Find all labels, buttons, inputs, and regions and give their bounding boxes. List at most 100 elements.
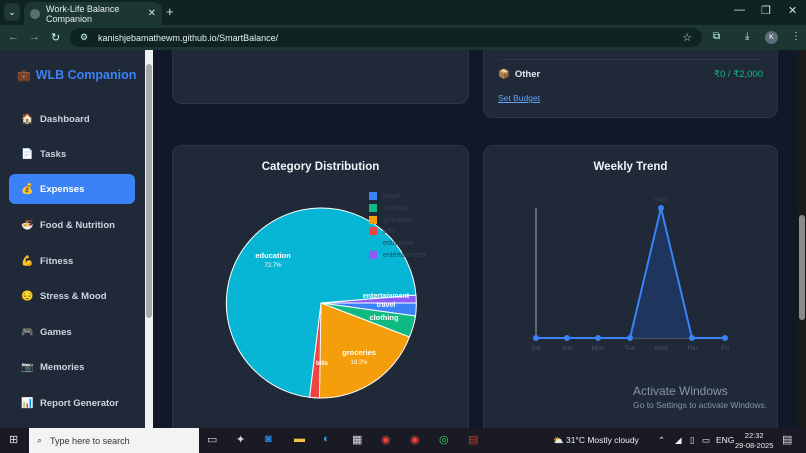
outlook-icon[interactable]: ◙ (265, 433, 272, 445)
pensive-face-icon: 😔 (21, 290, 34, 302)
sidebar-item-report-generator[interactable]: 📊 Report Generator (9, 388, 135, 418)
card-title: Category Distribution (261, 161, 380, 173)
svg-text:18.2%: 18.2% (350, 360, 368, 366)
svg-text:Thu: Thu (686, 345, 698, 352)
tab-list-button[interactable]: ⌄ (4, 3, 20, 21)
winrar-icon[interactable]: ▤ (468, 434, 479, 446)
scrollbar-thumb[interactable] (146, 64, 152, 318)
money-bag-icon: 💰 (21, 183, 34, 195)
profile-avatar[interactable]: K (765, 31, 778, 44)
notifications-icon[interactable]: ▤ (782, 434, 793, 446)
sidebar-item-tasks[interactable]: 📄 Tasks (9, 139, 135, 169)
svg-text:₹400: ₹400 (654, 197, 668, 204)
svg-text:entertainment: entertainment (363, 293, 410, 300)
pie-chart[interactable]: education 72.7% groceries 18.2% clothing… (173, 146, 470, 428)
sidebar-item-label: Memories (40, 361, 85, 373)
sidebar-item-expenses[interactable]: 💰 Expenses (9, 174, 135, 204)
edge-icon[interactable]: ◐ (323, 433, 330, 445)
card-title: Weekly Trend (593, 161, 668, 173)
activate-windows-watermark: Activate Windows Go to Settings to activ… (633, 384, 768, 410)
main-content: 📦 Other ₹0 / ₹2,000 Set Budget Category … (153, 50, 798, 428)
meet-icon[interactable]: ▯ (690, 435, 695, 445)
sidebar-item-label: Fitness (40, 255, 74, 267)
taskbar-search[interactable]: ⌕ Type here to search (29, 428, 199, 453)
language-indicator[interactable]: ENG (716, 435, 735, 445)
legend-travel[interactable]: travel (369, 192, 400, 200)
sidebar-item-label: Games (40, 326, 72, 338)
legend-entertainment[interactable]: entertainment (369, 251, 426, 259)
address-bar[interactable]: ⚙ kanishjebamathewm.github.io/SmartBalan… (70, 28, 702, 47)
scrollbar-thumb[interactable] (799, 215, 805, 320)
sidebar-item-games[interactable]: 🎮 Games (9, 317, 135, 347)
tab-close-icon[interactable]: ✕ (147, 8, 156, 19)
legend-groceries[interactable]: groceries (369, 216, 412, 224)
tray-chevron-icon[interactable]: ⌃ (658, 435, 666, 445)
browser-tab[interactable]: Work-Life Balance Companion ✕ (24, 2, 162, 25)
translate-icon[interactable]: ⧉ (713, 31, 721, 42)
sidebar-item-label: Stress & Mood (40, 290, 107, 302)
store-icon[interactable]: ▦ (352, 434, 363, 446)
sidebar-item-label: Report Generator (40, 397, 119, 409)
summary-card (172, 50, 469, 104)
bar-chart-icon: 📊 (21, 397, 34, 409)
copilot-icon[interactable]: ✦ (236, 434, 246, 446)
svg-text:Wed: Wed (654, 345, 668, 352)
site-info-icon[interactable]: ⚙ (80, 32, 89, 42)
brand: 💼 WLB Companion (17, 68, 136, 82)
weather-widget[interactable]: ⛅ 31°C Mostly cloudy (553, 435, 639, 445)
new-tab-button[interactable]: + (166, 4, 174, 19)
sidebar-item-stress-mood[interactable]: 😔 Stress & Mood (9, 281, 135, 311)
file-explorer-icon[interactable]: ▬ (294, 433, 305, 445)
chrome-icon[interactable]: ◉ (381, 434, 391, 446)
download-icon[interactable]: ⤓ (745, 31, 750, 42)
sidebar-scrollbar[interactable] (145, 50, 153, 428)
reload-icon[interactable]: ↻ (51, 32, 61, 44)
back-icon[interactable]: ← (8, 31, 19, 43)
battery-icon[interactable]: ▭ (702, 435, 711, 445)
divider (498, 59, 763, 60)
network-icon[interactable]: ◢ (675, 435, 682, 445)
url-text: kanishjebamathewm.github.io/SmartBalance… (98, 32, 279, 43)
clock[interactable]: 22:32 29-08-2025 (735, 431, 774, 450)
food-bowl-icon: 🍜 (21, 219, 34, 231)
legend-bills[interactable]: bills (369, 227, 395, 235)
category-distribution-card: Category Distribution education 72.7% gr… (172, 145, 469, 428)
weather-icon: ⛅ (553, 435, 564, 445)
sidebar-item-memories[interactable]: 📷 Memories (9, 352, 135, 382)
svg-text:Sun: Sun (561, 345, 573, 352)
svg-text:travel: travel (377, 302, 396, 309)
document-icon: 📄 (21, 148, 34, 160)
svg-text:education: education (255, 251, 291, 260)
browser-tab-strip: ⌄ Work-Life Balance Companion ✕ + — ❐ ✕ (0, 0, 806, 25)
legend-education[interactable]: education (369, 239, 413, 247)
legend-clothing[interactable]: clothing (369, 204, 407, 212)
restore-button[interactable]: ❐ (761, 5, 771, 17)
sidebar-item-fitness[interactable]: 💪 Fitness (9, 246, 135, 276)
line-chart[interactable]: ₹400 Sat Sun Mon Tue Wed Thu Fri (484, 146, 779, 428)
briefcase-icon: 💼 (17, 69, 31, 82)
budget-row-other: 📦 Other ₹0 / ₹2,000 (498, 69, 763, 80)
sidebar-item-dashboard[interactable]: 🏠 Dashboard (9, 104, 135, 134)
search-icon: ⌕ (37, 435, 43, 445)
close-window-button[interactable]: ✕ (788, 5, 798, 17)
set-budget-link[interactable]: Set Budget (498, 93, 541, 103)
bookmark-star-icon[interactable]: ☆ (682, 32, 692, 44)
taskbar: ⊞ ⌕ Type here to search ▭ ✦ ◙ ▬ ◐ ▦ ◉ ◉ … (0, 428, 806, 453)
sidebar-item-food-nutrition[interactable]: 🍜 Food & Nutrition (9, 210, 135, 240)
budget-card: 📦 Other ₹0 / ₹2,000 Set Budget (483, 50, 778, 118)
budget-category-name: Other (514, 69, 541, 80)
forward-icon[interactable]: → (29, 31, 40, 43)
whatsapp-icon[interactable]: ◎ (439, 434, 449, 446)
menu-icon[interactable]: ⋮ (791, 31, 801, 42)
sidebar-item-label: Tasks (40, 148, 67, 160)
chrome-profile-icon[interactable]: ◉ (410, 434, 420, 446)
flexed-bicep-icon: 💪 (21, 255, 34, 267)
task-view-icon[interactable]: ▭ (207, 434, 218, 446)
search-placeholder: Type here to search (50, 435, 130, 446)
house-icon: 🏠 (21, 113, 34, 125)
svg-text:bills: bills (316, 361, 329, 367)
minimize-button[interactable]: — (734, 4, 745, 16)
windows-start-icon[interactable]: ⊞ (9, 434, 19, 446)
svg-text:groceries: groceries (342, 348, 376, 357)
main-scrollbar[interactable] (798, 50, 806, 428)
